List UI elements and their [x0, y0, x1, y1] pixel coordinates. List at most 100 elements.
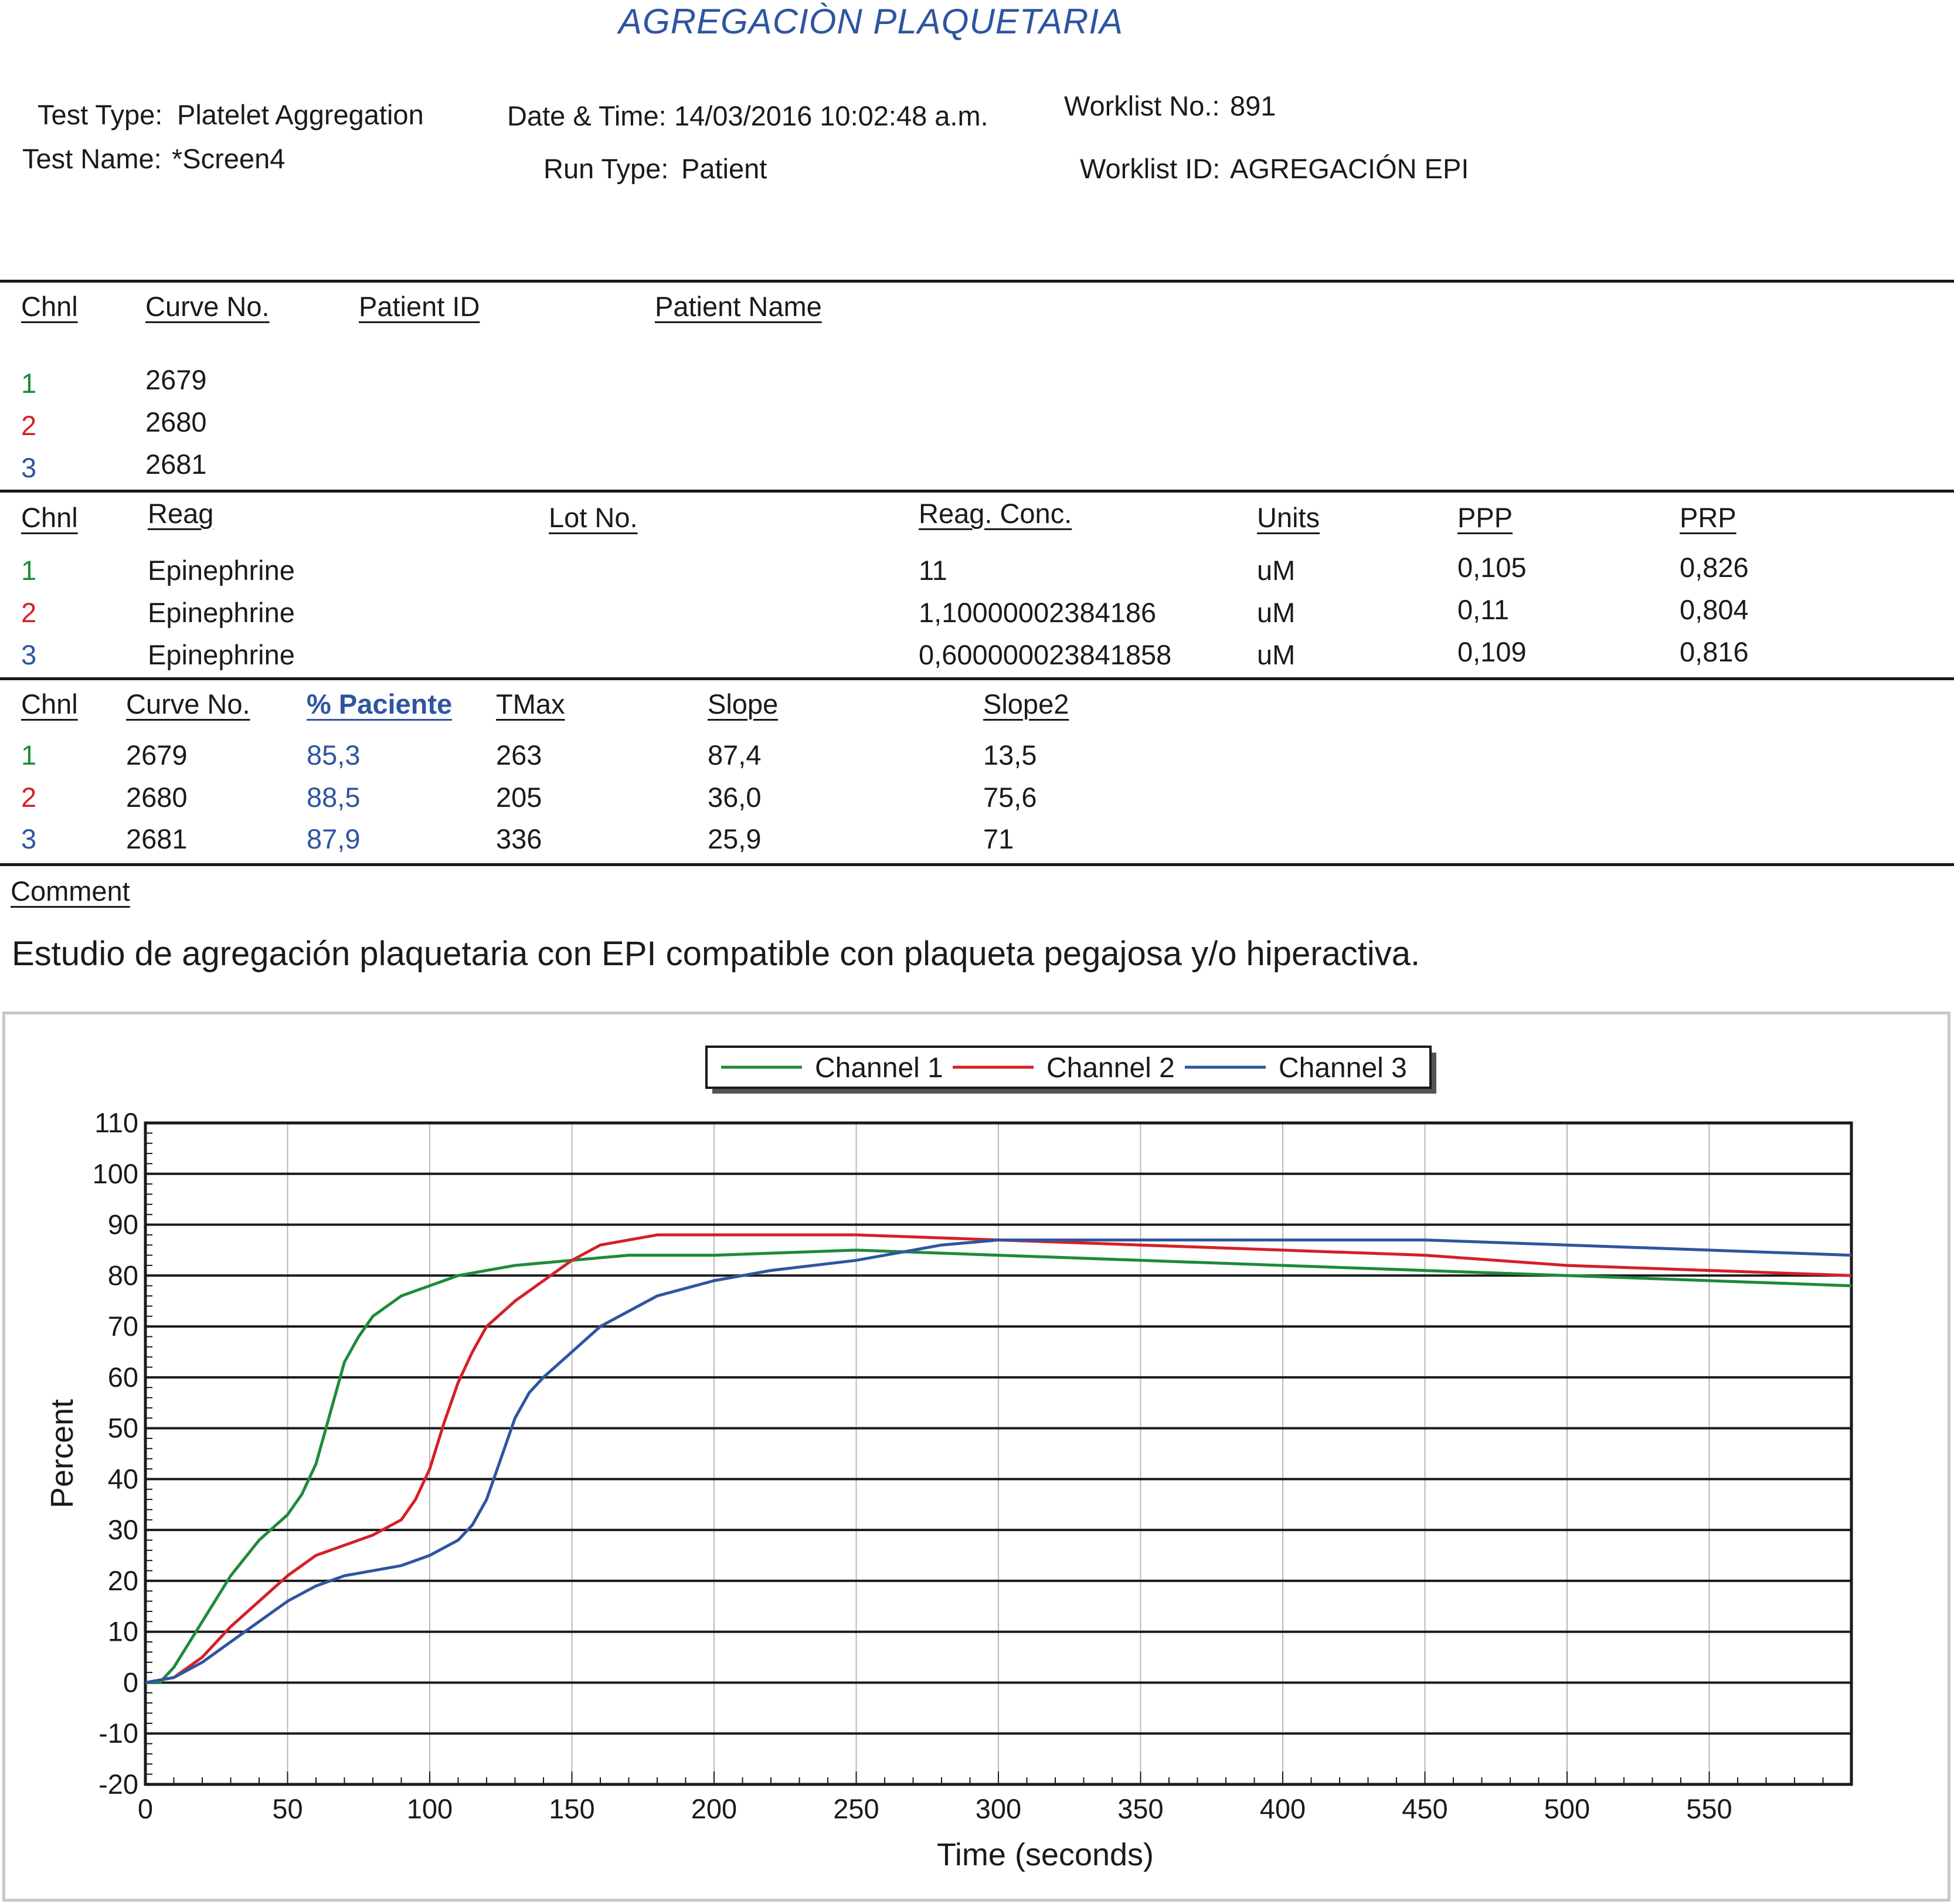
- y-tick-label: 50: [108, 1413, 138, 1444]
- y-tick-label: -10: [98, 1718, 138, 1749]
- patients-row-2-chnl: 2: [21, 410, 37, 441]
- datetime-label: Date & Time:: [507, 100, 667, 131]
- col-header-lot-no: Lot No.: [549, 502, 638, 533]
- col-header-curve-no: Curve No.: [145, 291, 270, 322]
- x-axis-label: Time (seconds): [937, 1837, 1154, 1872]
- reagents-row-3-prp: 0,816: [1680, 636, 1749, 667]
- run-type-value: Patient: [681, 153, 767, 184]
- reagents-row-2-conc: 1,10000002384186: [919, 597, 1157, 628]
- reagents-row-1-prp: 0,826: [1680, 552, 1749, 583]
- worklist-no-label: Worklist No.:: [1064, 90, 1220, 121]
- results-row-3-slope2: 71: [983, 823, 1014, 854]
- col-header-curve-no: Curve No.: [126, 688, 250, 719]
- reagents-row-1-units: uM: [1257, 555, 1296, 586]
- x-tick-label: 100: [407, 1793, 453, 1824]
- worklist-id-label: Worklist ID:: [1080, 153, 1221, 184]
- results-row-2-chnl: 2: [21, 782, 37, 813]
- x-tick-label: 250: [833, 1793, 879, 1824]
- legend-label-channel-1: Channel 1: [815, 1053, 943, 1084]
- results-row-1-slope2: 13,5: [983, 739, 1037, 771]
- patients-row-2-curve: 2680: [145, 406, 207, 437]
- results-row-2-curve: 2680: [126, 782, 188, 813]
- chart-panel: 0 50 100 150 200 250 300 350 400 450 500 550 -20 -10 0…: [2, 1012, 1950, 1902]
- series-line-channel-1: [145, 1248, 1852, 1684]
- legend-box: [705, 1046, 1432, 1089]
- reagents-row-3-chnl: 3: [21, 639, 37, 670]
- reagents-row-2-prp: 0,804: [1680, 594, 1749, 625]
- patients-row-1-chnl: 1: [21, 368, 37, 399]
- series-line-channel-2: [145, 1233, 1852, 1684]
- reagents-row-3-ppp: 0,109: [1457, 636, 1527, 667]
- x-tick-label: 0: [138, 1793, 153, 1824]
- col-header-chnl: Chnl: [21, 502, 78, 533]
- reagents-row-1-chnl: 1: [21, 555, 37, 586]
- divider: [0, 490, 1954, 493]
- y-tick-label: 70: [108, 1311, 138, 1342]
- y-tick-label: 10: [108, 1616, 138, 1647]
- col-header-reag: Reag: [148, 498, 214, 529]
- results-row-3-chnl: 3: [21, 823, 37, 854]
- reagents-row-1-reag: Epinephrine: [148, 555, 295, 586]
- worklist-id-value: AGREGACIÓN EPI: [1230, 153, 1469, 184]
- aggregation-chart: 0 50 100 150 200 250 300 350 400 450 500 550 -20 -10 0…: [45, 1046, 1853, 1872]
- y-tick-label: 20: [108, 1565, 138, 1596]
- x-tick-label: 200: [691, 1793, 737, 1824]
- x-tick-label: 550: [1686, 1793, 1732, 1824]
- y-tick-label: 100: [93, 1158, 138, 1189]
- divider: [0, 280, 1954, 283]
- reagents-row-3-reag: Epinephrine: [148, 639, 295, 670]
- y-tick-label: 30: [108, 1514, 138, 1545]
- results-row-1-pct: 85,3: [307, 739, 361, 771]
- series-line-channel-3: [145, 1238, 1852, 1684]
- col-header-tmax: TMax: [496, 688, 565, 719]
- y-tick-label: 90: [108, 1209, 138, 1240]
- reagents-row-1-conc: 11: [919, 555, 947, 586]
- x-tick-label: 50: [272, 1793, 303, 1824]
- divider: [0, 677, 1954, 680]
- y-tick-label: 0: [123, 1667, 138, 1698]
- reagents-row-3-conc: 0,600000023841858: [919, 639, 1172, 670]
- test-type-label: Test Type:: [38, 99, 163, 130]
- y-tick-label: 60: [108, 1362, 138, 1393]
- y-tick-label: -20: [98, 1769, 138, 1800]
- results-row-3-pct: 87,9: [307, 823, 361, 854]
- test-type-value: Platelet Aggregation: [177, 99, 424, 130]
- y-tick-label: 110: [94, 1107, 138, 1138]
- legend-label-channel-3: Channel 3: [1279, 1053, 1407, 1084]
- col-header-units: Units: [1257, 502, 1320, 533]
- reagents-row-2-reag: Epinephrine: [148, 597, 295, 628]
- results-row-2-slope2: 75,6: [983, 782, 1037, 813]
- datetime-value: 14/03/2016 10:02:48 a.m.: [674, 100, 988, 131]
- results-row-1-tmax: 263: [496, 739, 542, 771]
- patients-row-1-curve: 2679: [145, 364, 207, 395]
- col-header-chnl: Chnl: [21, 291, 78, 322]
- col-header-slope2: Slope2: [983, 688, 1069, 719]
- worklist-no-value: 891: [1230, 90, 1276, 121]
- x-tick-label: 400: [1260, 1793, 1306, 1824]
- x-tick-label: 150: [549, 1793, 594, 1824]
- results-row-3-tmax: 336: [496, 823, 542, 854]
- reagents-row-2-ppp: 0,11: [1457, 594, 1509, 625]
- col-header-prp: PRP: [1680, 502, 1736, 533]
- x-tick-label: 350: [1117, 1793, 1163, 1824]
- patients-row-3-chnl: 3: [21, 452, 37, 483]
- col-header-patient-id: Patient ID: [359, 291, 480, 322]
- test-name-label: Test Name:: [22, 143, 162, 174]
- legend-label-channel-2: Channel 2: [1046, 1053, 1175, 1084]
- reagents-row-2-units: uM: [1257, 597, 1296, 628]
- results-row-1-curve: 2679: [126, 739, 188, 771]
- x-tick-label: 450: [1402, 1793, 1447, 1824]
- results-row-2-slope: 36,0: [708, 782, 762, 813]
- results-row-2-tmax: 205: [496, 782, 542, 813]
- reagents-row-3-units: uM: [1257, 639, 1296, 670]
- col-header-pct-paciente: % Paciente: [307, 688, 453, 719]
- col-header-chnl: Chnl: [21, 688, 78, 719]
- x-tick-label: 500: [1544, 1793, 1590, 1824]
- col-header-reag-conc: Reag. Conc.: [919, 498, 1072, 529]
- run-type-label: Run Type:: [543, 153, 669, 184]
- x-tick-label: 300: [976, 1793, 1021, 1824]
- reagents-row-1-ppp: 0,105: [1457, 552, 1527, 583]
- y-tick-label: 80: [108, 1260, 138, 1291]
- y-tick-label: 40: [108, 1463, 138, 1494]
- results-row-3-curve: 2681: [126, 823, 188, 854]
